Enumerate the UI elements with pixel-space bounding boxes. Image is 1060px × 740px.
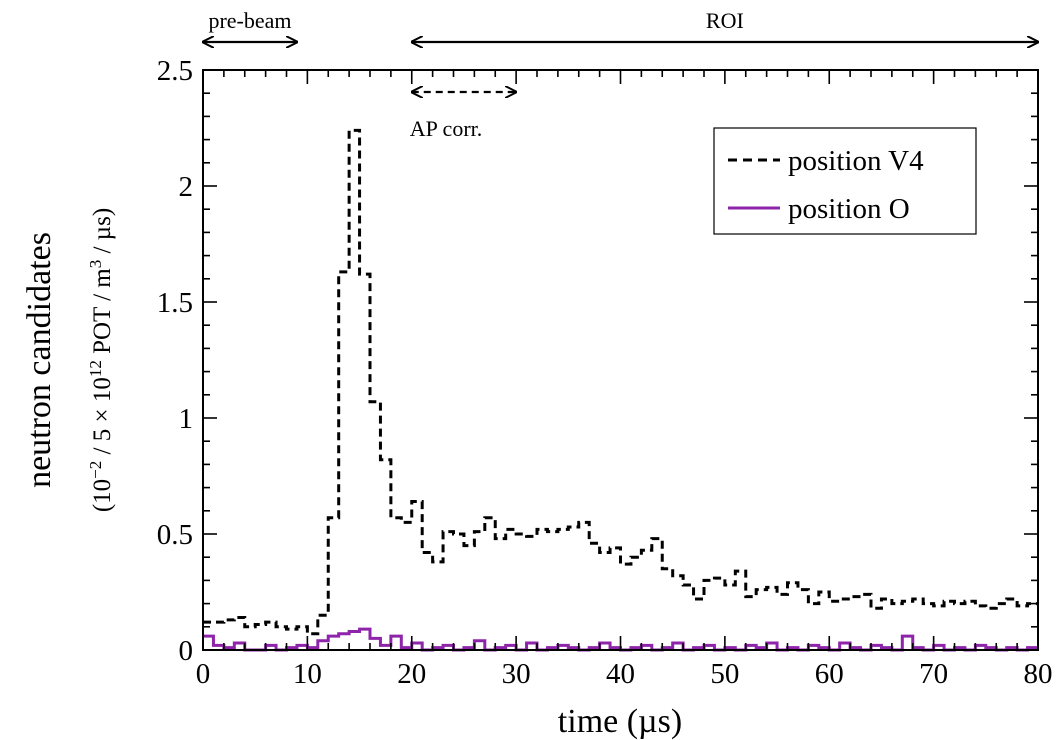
x-tick-label: 80 [1024,658,1053,690]
y-axis-units-label: (10−2 / 5 × 1012 POT / m3 / µs) [86,208,116,512]
x-axis-label: time (µs) [558,703,682,740]
legend-label-series-0: position V4 [788,145,924,177]
x-tick-label: 60 [815,658,844,690]
annotation-label-1: ROI [706,8,744,33]
y-tick-label: 2 [179,171,194,203]
x-tick-label: 20 [397,658,426,690]
x-tick-label: 50 [710,658,739,690]
x-tick-label: 40 [606,658,635,690]
legend-label-series-1: position O [788,193,910,225]
annotation-label-0: pre-beam [208,8,291,33]
legend: position V4 position O [713,127,977,235]
tick-layer: 0 10 20 30 40 50 60 70 80 0 0.5 1 1.5 2 2.5 [157,55,1053,690]
x-tick-label: 70 [919,658,948,690]
x-tick-label: 0 [196,658,211,690]
annotation-label-2: AP corr. [410,116,483,141]
y-tick-label: 1.5 [157,287,193,319]
y-tick-label: 1 [179,403,194,435]
y-axis-label: neutron candidates [21,232,58,488]
annotation-layer: pre-beam ROI AP corr. [203,8,1038,141]
legend-box [713,127,977,235]
y-tick-label: 0.5 [157,519,193,551]
x-tick-label: 30 [502,658,531,690]
x-tick-label: 10 [293,658,322,690]
y-tick-label: 2.5 [157,55,193,87]
series-line-0 [203,128,1038,636]
y-tick-label: 0 [179,635,194,667]
